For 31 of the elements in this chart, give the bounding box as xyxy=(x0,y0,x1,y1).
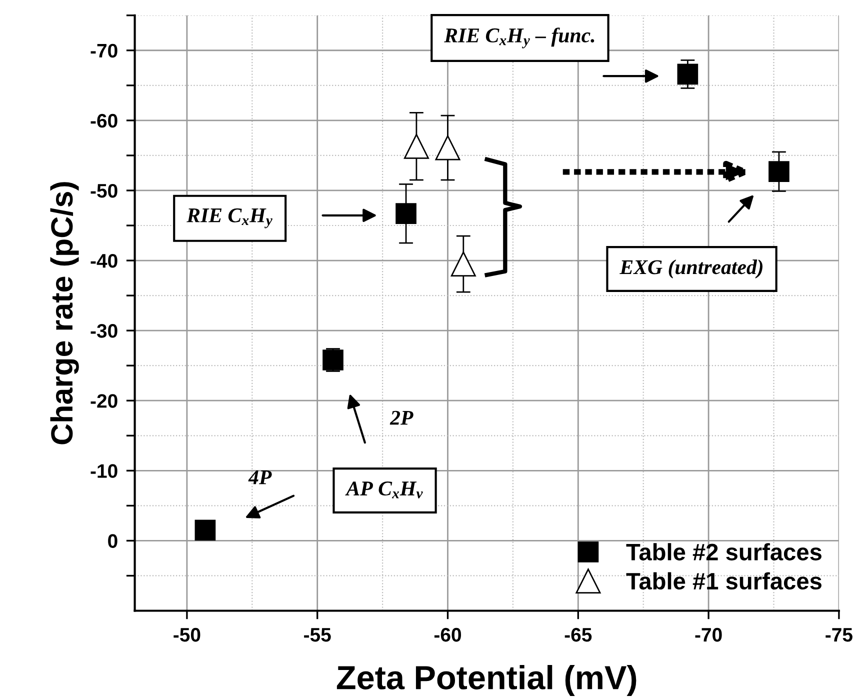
annotation: RIE C$_{x}$H$_{y}$ – func. xyxy=(444,28,594,48)
annotation: RIE C$_{x}$H$_{y}$ xyxy=(186,208,272,228)
annotation: EXG (untreated) xyxy=(620,260,762,278)
point xyxy=(194,520,216,541)
point xyxy=(768,161,790,182)
legend-label: Table #1 surfaces xyxy=(626,572,822,590)
point xyxy=(677,64,698,85)
point xyxy=(435,135,460,160)
y-tick-label: -50 xyxy=(90,184,118,198)
y-tick-label: -70 xyxy=(90,44,118,58)
point xyxy=(396,203,416,224)
y-tick-label: -30 xyxy=(90,324,118,338)
x-tick-label: -65 xyxy=(564,628,592,642)
x-tick-label: -60 xyxy=(434,628,461,642)
x-tick-label: -75 xyxy=(826,628,852,642)
legend-label: Table #2 surfaces xyxy=(626,543,822,560)
x-tick-label: -70 xyxy=(695,628,722,642)
point xyxy=(404,134,429,159)
annotation: 4P xyxy=(248,470,272,484)
y-tick-label: -60 xyxy=(90,114,118,128)
x-tick-label: -55 xyxy=(304,628,331,642)
point xyxy=(450,252,476,277)
y-axis-title: Charge rate (pC/s) xyxy=(50,182,79,444)
x-tick-label: -50 xyxy=(174,628,200,642)
y-tick-label: 0 xyxy=(108,534,118,548)
y-tick-label: -40 xyxy=(90,254,118,268)
x-axis-title: Zeta Potential (mV) xyxy=(336,664,636,696)
y-tick-label: -20 xyxy=(90,394,118,408)
y-tick-label: -10 xyxy=(90,464,118,478)
annotation: AP C$_{x}$H$_{v}$ xyxy=(345,482,423,498)
annotation: 2P xyxy=(390,410,414,425)
